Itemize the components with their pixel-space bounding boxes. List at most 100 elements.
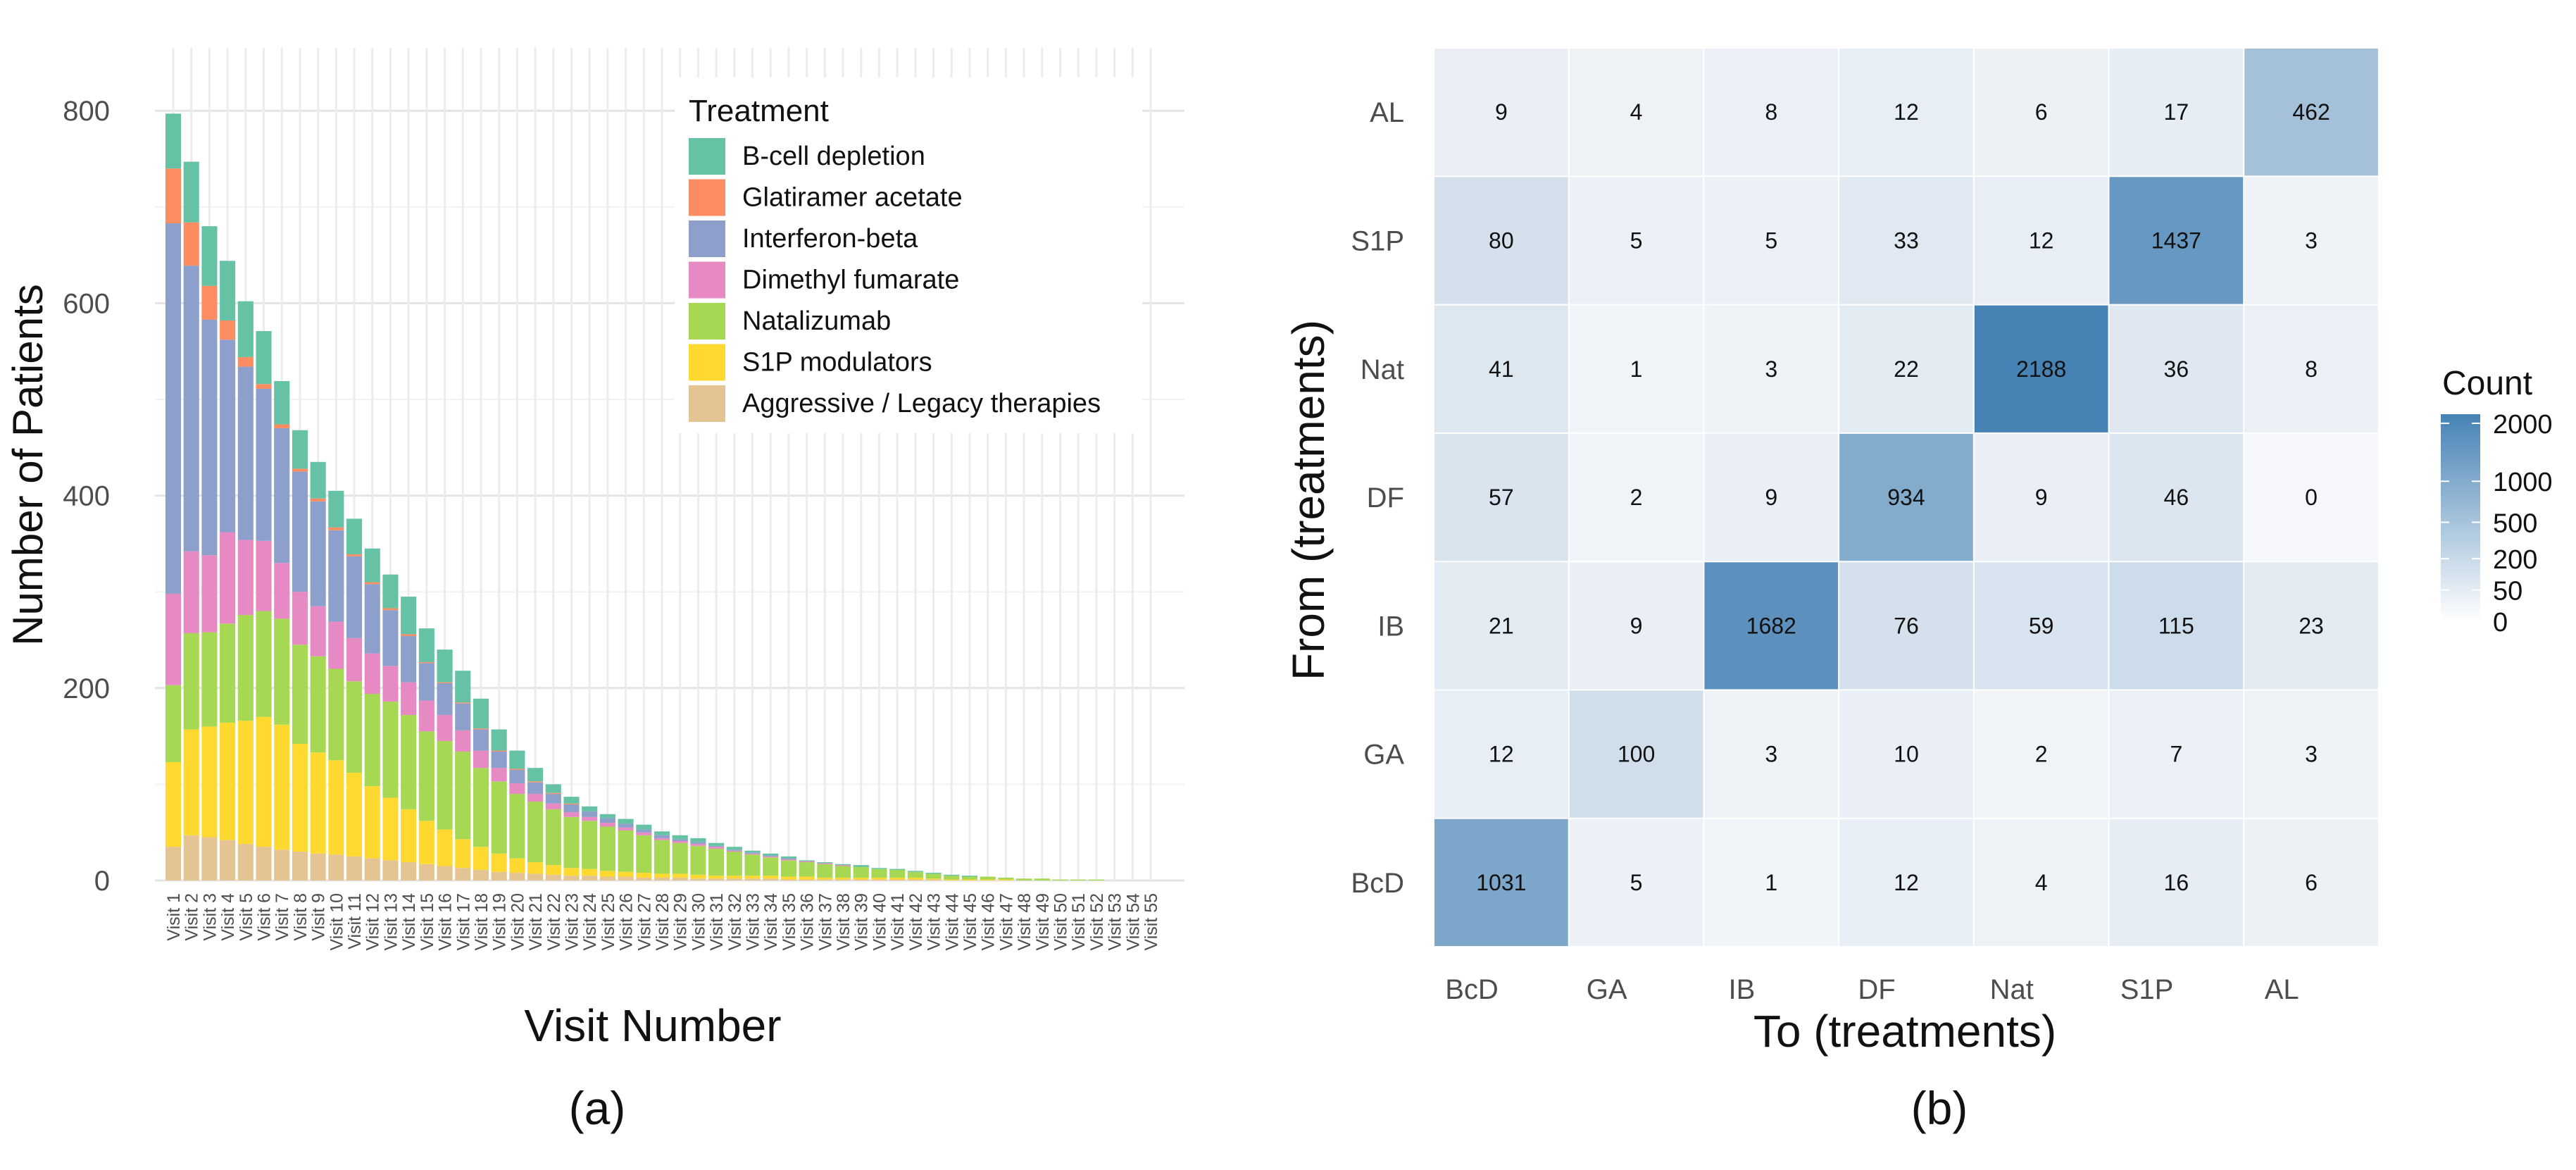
bar-segment <box>201 319 218 556</box>
bar-segment <box>364 653 380 694</box>
bar-segment <box>237 844 254 880</box>
heatmap-cell-label: 12 <box>1894 870 1919 895</box>
bar-segment <box>364 693 380 787</box>
bar-segment <box>401 636 417 683</box>
bar-segment <box>220 261 236 320</box>
bar-segment <box>401 715 417 809</box>
heatmap-cell-label: 3 <box>2305 228 2318 253</box>
y-tick-label: 800 <box>63 96 110 127</box>
bar-segment <box>582 811 598 817</box>
bar-segment <box>744 876 761 879</box>
panel-a-legend: Treatment B-cell depletion Glatiramer ace… <box>675 77 1142 433</box>
heatmap-cell <box>2108 432 2244 562</box>
x-tick-label: Visit 15 <box>418 893 437 951</box>
bar-segment <box>509 769 525 784</box>
heatmap-cell-label: 59 <box>2029 613 2054 638</box>
bar-segment <box>726 847 742 850</box>
x-tick-label: Visit 54 <box>1123 893 1143 951</box>
x-tick-label: Visit 2 <box>182 893 202 941</box>
bar-segment <box>201 837 218 880</box>
x-tick-label: Visit 50 <box>1051 893 1070 951</box>
bar-segment <box>274 724 290 850</box>
heatmap-cell-label: 9 <box>1765 485 1777 510</box>
legend-label: S1P modulators <box>742 348 932 378</box>
bar-segment <box>256 716 272 847</box>
heatmap-cell <box>1434 304 1569 433</box>
bar-segment <box>274 850 290 880</box>
heatmap-cell-label: 9 <box>1630 613 1643 638</box>
bar-segment <box>455 703 471 730</box>
bar-segment <box>690 844 706 846</box>
bar-segment <box>817 863 833 864</box>
heatmap-cell-label: 2 <box>1630 485 1643 510</box>
bar-segment <box>726 876 742 879</box>
bar-segment <box>799 860 815 861</box>
heatmap-cell <box>1434 48 1569 177</box>
bar-segment <box>455 868 471 880</box>
bar-segment <box>545 809 561 866</box>
heatmap-cell <box>1973 432 2109 562</box>
heatmap-cell <box>1839 561 1974 690</box>
bar-segment <box>401 682 417 716</box>
x-tick-label: Visit 42 <box>906 893 926 951</box>
bar-segment <box>183 551 199 633</box>
heatmap-cell-label: 1 <box>1765 870 1777 895</box>
x-tick-label: Visit 39 <box>852 893 872 951</box>
bar-segment <box>256 611 272 717</box>
bar-segment <box>292 468 308 472</box>
bar-segment <box>473 728 489 730</box>
bar-segment <box>744 850 761 853</box>
bar-segment <box>817 877 833 880</box>
x-tick-label: Visit 16 <box>436 893 456 951</box>
bar-segment <box>763 876 779 879</box>
panel-a-legend-title: Treatment <box>689 94 829 128</box>
heatmap-cell <box>2244 818 2379 947</box>
bar-segment <box>763 878 779 880</box>
bar-segment <box>292 852 308 880</box>
bar-segment <box>310 606 326 656</box>
bar-segment <box>834 864 851 866</box>
heatmap-cell <box>1703 561 1839 690</box>
bar-segment <box>527 801 544 863</box>
bar-segment <box>382 666 399 702</box>
bar-segment <box>763 853 779 856</box>
bar-segment <box>183 161 199 223</box>
panel-a-y-tick-labels: 0 200 400 600 800 <box>63 96 110 897</box>
x-tick-label: Visit 1 <box>164 893 184 941</box>
bar-segment <box>292 471 308 592</box>
heatmap-cell-label: 0 <box>2305 485 2318 510</box>
bar-segment <box>636 832 652 835</box>
panel-b-y-axis-title: From (treatments) <box>1283 320 1334 680</box>
heatmap-cell-label: 4 <box>2035 870 2048 895</box>
bar-segment <box>907 871 923 878</box>
bar-segment <box>998 877 1014 880</box>
legend-label: Aggressive / Legacy therapies <box>742 389 1101 418</box>
y-tick-label: 200 <box>63 673 110 704</box>
bar-segment <box>346 637 363 682</box>
bar-segment <box>382 574 399 609</box>
bar-segment <box>672 842 688 874</box>
x-tick-label: Visit 49 <box>1033 893 1053 951</box>
bar-segment <box>491 729 507 751</box>
x-tick-label: Visit 25 <box>599 893 618 951</box>
heatmap-cell-label: 17 <box>2164 99 2189 125</box>
heatmap-cell-label: 80 <box>1489 228 1514 253</box>
bar-segment <box>256 847 272 880</box>
heatmap-cell <box>1703 304 1839 433</box>
bar-segment <box>256 388 272 541</box>
bar-segment <box>382 608 399 611</box>
heatmap-cell-label: 12 <box>1489 742 1514 767</box>
bar-segment <box>925 873 942 879</box>
bar-segment <box>618 871 634 877</box>
bar-segment <box>509 873 525 880</box>
legend-swatch <box>689 385 725 422</box>
heatmap-cell <box>1703 818 1839 947</box>
heatmap-cell-label: 8 <box>2305 356 2318 382</box>
bar-segment <box>708 842 725 846</box>
heatmap-cell-label: 33 <box>1894 228 1919 253</box>
bar-segment <box>455 730 471 752</box>
panel-a-x-axis-title: Visit Number <box>524 1000 781 1051</box>
heatmap-cell-label: 10 <box>1894 742 1919 767</box>
